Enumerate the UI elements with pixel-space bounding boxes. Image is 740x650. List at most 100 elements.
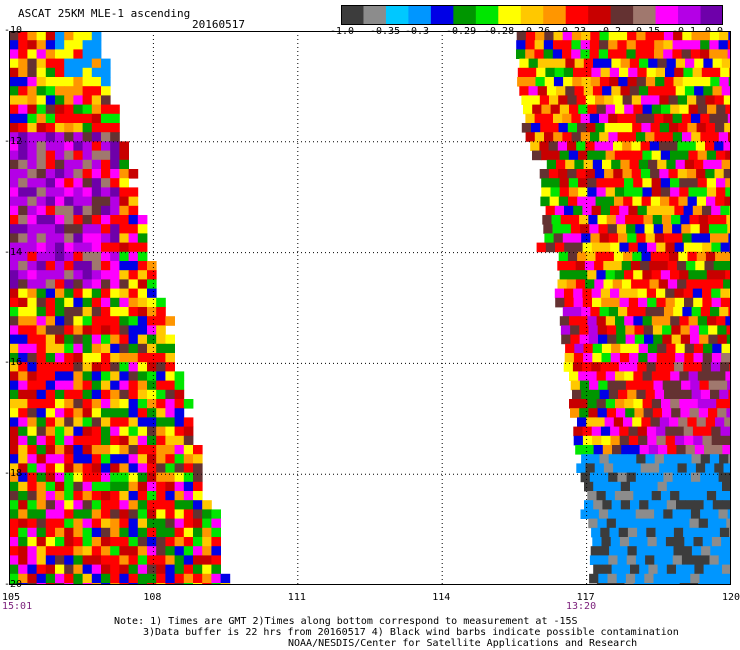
data-cell: [101, 215, 111, 225]
data-cell: [674, 205, 684, 216]
data-cell: [705, 123, 716, 133]
data-cell: [579, 408, 589, 418]
data-cell: [45, 77, 56, 87]
data-cell: [708, 334, 718, 345]
data-cell: [183, 426, 194, 437]
data-cell: [82, 546, 93, 556]
data-cell: [700, 113, 710, 124]
data-cell: [91, 205, 102, 216]
data-cell: [580, 113, 591, 124]
data-cell: [9, 132, 19, 142]
data-cell: [690, 49, 701, 59]
data-cell: [9, 58, 19, 69]
data-cell: [45, 141, 56, 151]
data-cell: [665, 288, 675, 299]
data-cell: [73, 187, 83, 197]
data-cell: [18, 500, 28, 510]
data-cell: [193, 555, 203, 565]
data-cell: [575, 261, 586, 271]
data-cell: [193, 527, 203, 538]
data-cell: [604, 95, 614, 105]
data-cell: [45, 67, 56, 78]
data-cell: [669, 251, 679, 262]
data-cell: [638, 297, 648, 308]
data-cell: [619, 353, 630, 363]
data-cell: [91, 58, 102, 69]
data-cell: [18, 270, 28, 280]
data-cell: [101, 196, 111, 207]
data-cell: [633, 270, 643, 280]
data-cell: [697, 371, 708, 381]
data-cell: [679, 104, 689, 115]
data-cell: [82, 435, 93, 446]
data-cell: [64, 537, 74, 547]
data-cell: [119, 205, 129, 216]
data-cell: [604, 196, 615, 207]
data-cell: [654, 472, 664, 483]
data-cell: [36, 353, 47, 363]
data-cell: [560, 215, 571, 225]
data-cell: [45, 279, 56, 289]
data-cell: [45, 463, 56, 473]
data-cell: [602, 159, 612, 170]
data-cell: [599, 40, 609, 50]
data-cell: [110, 224, 120, 234]
data-cell: [55, 555, 65, 565]
data-cell: [73, 95, 83, 105]
data-cell: [193, 463, 203, 473]
data-cell: [672, 472, 683, 483]
data-cell: [165, 454, 175, 464]
data-cell: [696, 196, 707, 207]
data-cell: [671, 334, 682, 345]
data-cell: [626, 472, 637, 483]
data-cell: [665, 435, 676, 446]
data-cell: [725, 178, 731, 188]
data-cell: [27, 141, 37, 151]
data-cell: [119, 215, 129, 225]
data-cell: [719, 77, 730, 87]
data-cell: [573, 297, 584, 308]
data-cell: [27, 555, 37, 565]
data-cell: [55, 132, 65, 142]
data-cell: [647, 242, 657, 253]
data-cell: [707, 371, 717, 381]
data-cell: [626, 555, 637, 565]
data-cell: [589, 555, 600, 565]
data-cell: [64, 564, 74, 575]
data-cell: [45, 187, 56, 197]
data-cell: [715, 251, 725, 262]
data-cell: [165, 509, 175, 519]
data-cell: [183, 491, 194, 501]
data-cell: [725, 491, 731, 501]
data-cell: [573, 205, 583, 216]
data-cell: [724, 196, 731, 207]
data-cell: [64, 371, 74, 381]
latitude-tick-label: -18: [4, 468, 23, 480]
data-cell: [193, 573, 203, 584]
data-cell: [668, 169, 679, 179]
data-cell: [147, 573, 157, 584]
data-cell: [727, 49, 731, 59]
data-cell: [82, 463, 93, 473]
data-cell: [559, 187, 570, 197]
data-cell: [525, 132, 536, 142]
data-cell: [672, 49, 682, 59]
data-cell: [610, 297, 620, 308]
data-cell: [708, 325, 718, 335]
data-cell: [174, 445, 185, 455]
data-cell: [623, 251, 633, 262]
data-cell: [91, 509, 102, 519]
data-cell: [577, 251, 587, 262]
data-cell: [691, 233, 702, 243]
data-cell: [73, 417, 83, 427]
data-cell: [562, 132, 572, 142]
data-cell: [557, 141, 568, 151]
data-cell: [599, 307, 610, 317]
data-cell: [594, 141, 605, 151]
data-cell: [82, 261, 93, 271]
data-cell: [541, 178, 551, 188]
data-cell: [592, 159, 603, 170]
data-cell: [697, 491, 708, 501]
data-cell: [589, 113, 600, 124]
data-cell: [700, 31, 711, 41]
